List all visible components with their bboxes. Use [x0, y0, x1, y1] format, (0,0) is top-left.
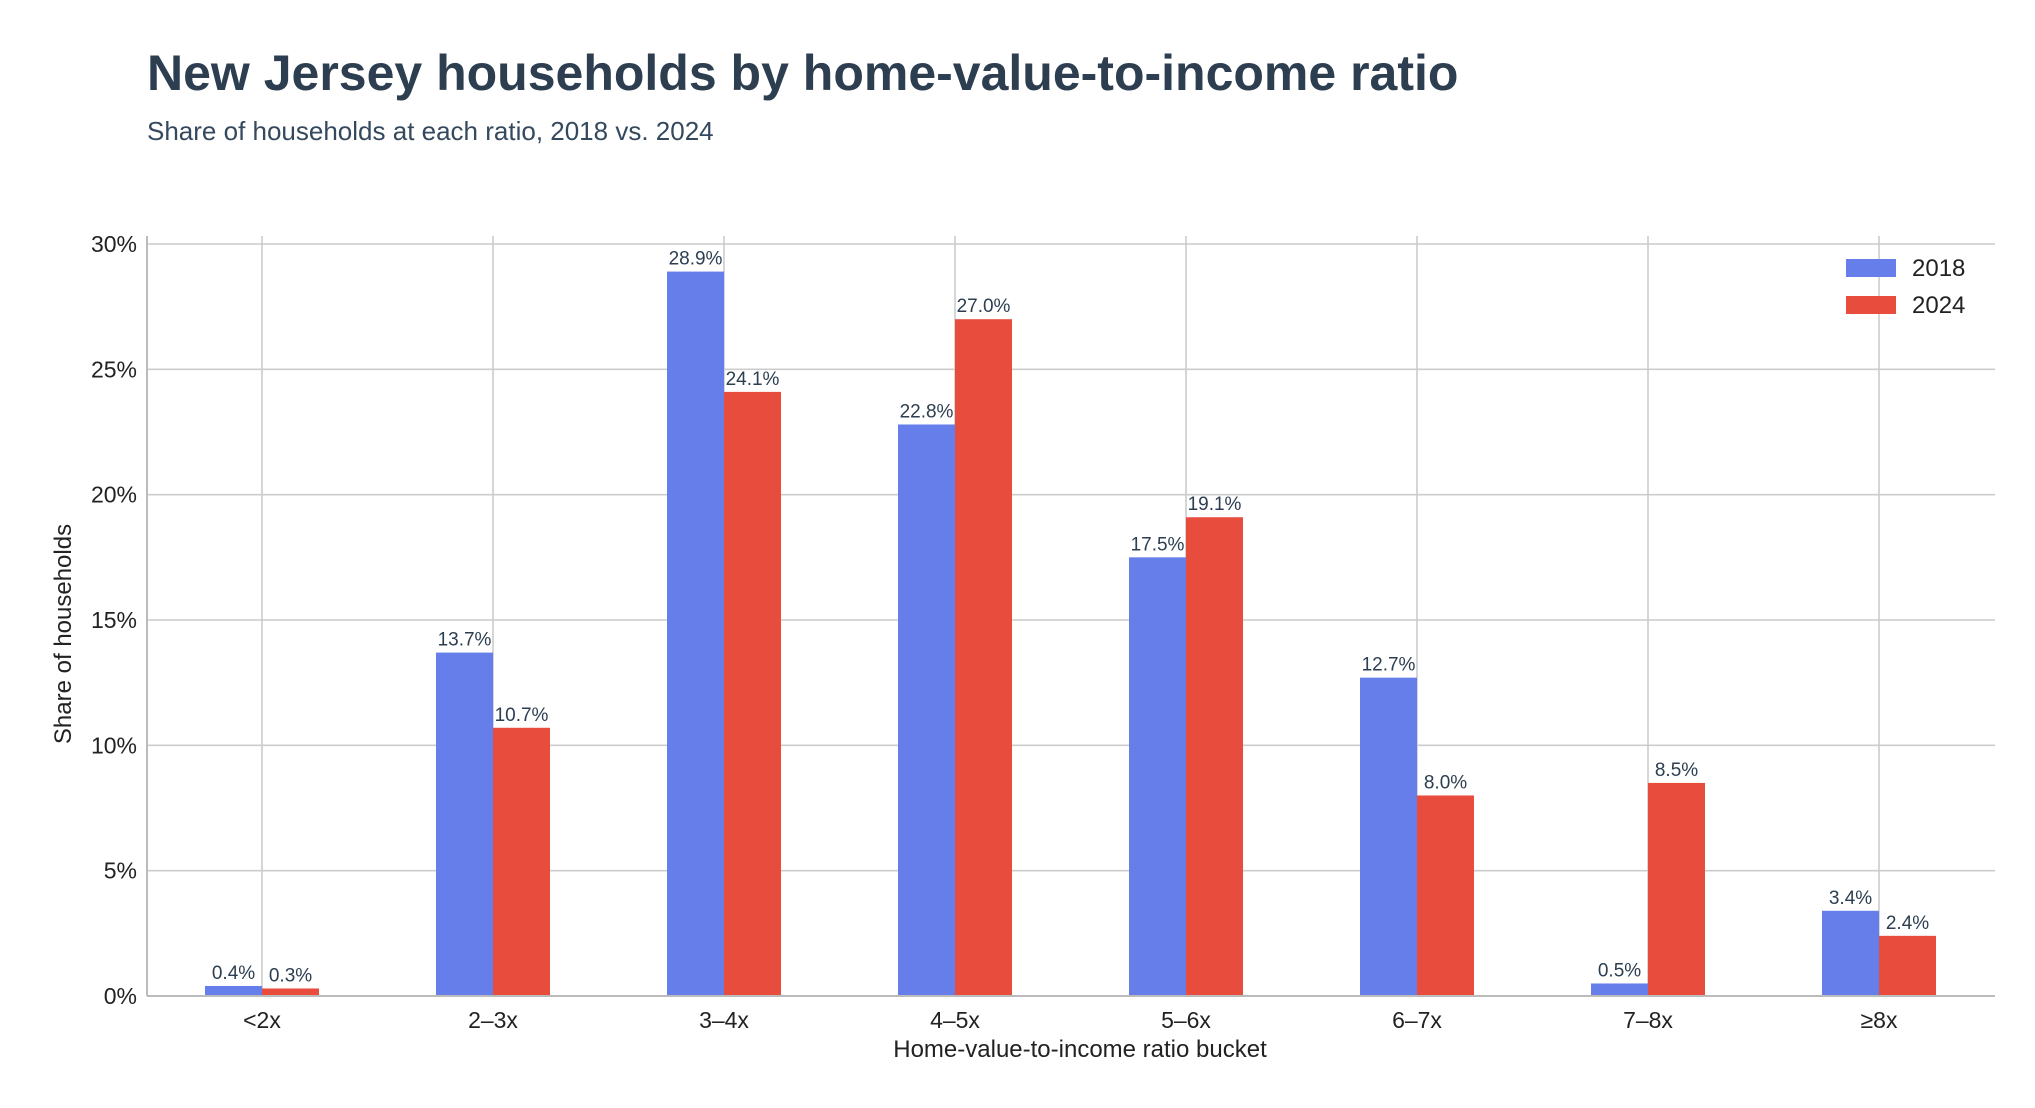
bar-2024 — [493, 727, 550, 996]
legend: 2018 2024 — [1846, 255, 1965, 319]
bar-2018 — [1360, 677, 1417, 996]
data-label: 27.0% — [957, 296, 1011, 317]
y-tick-label: 15% — [91, 607, 137, 633]
data-label: 0.5% — [1598, 960, 1641, 981]
bar-2018 — [667, 271, 724, 996]
x-tick-label: 3–4x — [699, 1007, 749, 1033]
x-tick-label: 7–8x — [1623, 1007, 1673, 1033]
y-tick-label: 5% — [104, 858, 137, 884]
data-label: 19.1% — [1188, 494, 1242, 515]
data-label: 22.8% — [900, 401, 954, 422]
bar-2024 — [1879, 935, 1936, 996]
x-tick-label: 6–7x — [1392, 1007, 1442, 1033]
bar-2024 — [724, 391, 781, 997]
x-tick-label: ≥8x — [1861, 1007, 1898, 1033]
legend-label-2024: 2024 — [1912, 292, 1965, 319]
x-tick-label: 4–5x — [930, 1007, 980, 1033]
bar-2024 — [955, 319, 1012, 996]
x-axis-title: Home-value-to-income ratio bucket — [893, 1036, 1267, 1063]
data-label: 3.4% — [1829, 888, 1872, 909]
axes: 0% 5% 10% 15% 20% 25% 30% <2x 2–3x 3–4x 4–5x 5–6x 6–… — [91, 231, 1995, 1033]
legend-swatch-2018 — [1846, 259, 1896, 277]
data-label: 2.4% — [1886, 913, 1929, 934]
y-axis-title: Share of households — [50, 524, 77, 744]
y-tick-label: 0% — [104, 983, 137, 1009]
data-label: 24.1% — [726, 369, 780, 390]
data-label: 10.7% — [495, 705, 549, 726]
x-tick-label: 2–3x — [468, 1007, 518, 1033]
data-label: 8.5% — [1655, 760, 1698, 781]
data-label: 0.4% — [212, 963, 255, 984]
bar-2018 — [436, 652, 493, 996]
y-tick-label: 10% — [91, 732, 137, 758]
grid — [147, 236, 1995, 997]
chart-title: New Jersey households by home-value-to-i… — [147, 45, 1459, 101]
bar-2018 — [898, 424, 955, 997]
data-label: 17.5% — [1131, 534, 1185, 555]
data-label: 12.7% — [1362, 655, 1416, 676]
legend-label-2018: 2018 — [1912, 255, 1965, 282]
bar-2018 — [1129, 557, 1186, 996]
legend-swatch-2024 — [1846, 296, 1896, 314]
bar-2018 — [1591, 983, 1648, 996]
data-label: 13.7% — [438, 630, 492, 651]
x-tick-label: 5–6x — [1161, 1007, 1211, 1033]
y-tick-label: 20% — [91, 482, 137, 508]
bars — [205, 271, 1936, 997]
data-label: 8.0% — [1424, 772, 1467, 793]
data-label: 28.9% — [669, 249, 723, 270]
bar-2024 — [1648, 782, 1705, 996]
bar-2024 — [1186, 517, 1243, 996]
bar-2024 — [262, 988, 319, 996]
chart-subtitle: Share of households at each ratio, 2018 … — [147, 116, 714, 146]
data-label: 0.3% — [269, 965, 312, 986]
bar-2018 — [1822, 910, 1879, 996]
x-tick-label: <2x — [243, 1007, 281, 1033]
y-tick-label: 25% — [91, 356, 137, 382]
bar-2018 — [205, 985, 262, 996]
y-tick-label: 30% — [91, 231, 137, 257]
data-labels: 0.4% 13.7% 28.9% 22.8% 17.5% 12.7% 0.5% 3.4% 0.3… — [212, 249, 1929, 987]
bar-2024 — [1417, 795, 1474, 996]
